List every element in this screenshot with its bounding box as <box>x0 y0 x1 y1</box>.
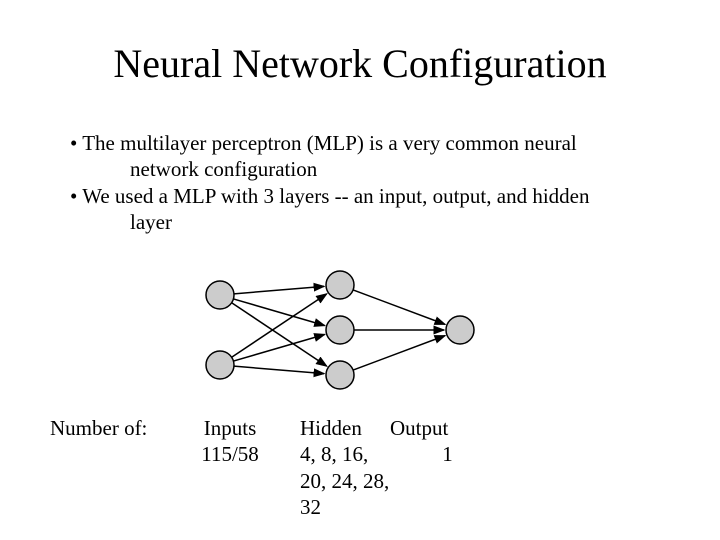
network-diagram <box>190 265 490 395</box>
label-inputs: Inputs 115/58 <box>190 415 270 468</box>
node-hid3 <box>326 361 354 389</box>
bullet-2-line: • We used a MLP with 3 layers -- an inpu… <box>70 183 670 209</box>
node-hid2 <box>326 316 354 344</box>
edge <box>353 336 445 370</box>
node-out1 <box>446 316 474 344</box>
label-hidden-v2: 20, 24, 28, <box>300 468 410 494</box>
label-lead-text: Number of: <box>50 415 180 441</box>
edge <box>353 290 445 324</box>
slide-title: Neural Network Configuration <box>0 40 720 87</box>
bullet-list: • The multilayer perceptron (MLP) is a v… <box>70 130 670 235</box>
bullet-1-cont: network configuration <box>70 156 670 182</box>
bullet-1-line: • The multilayer perceptron (MLP) is a v… <box>70 130 670 156</box>
bullet-2-cont: layer <box>70 209 670 235</box>
edge <box>234 366 324 374</box>
node-in1 <box>206 281 234 309</box>
label-inputs-value: 115/58 <box>190 441 270 467</box>
label-output-value: 1 <box>390 441 480 467</box>
edge <box>234 286 324 294</box>
label-lead: Number of: <box>50 415 180 441</box>
label-inputs-header: Inputs <box>190 415 270 441</box>
node-hid1 <box>326 271 354 299</box>
label-output-header: Output <box>390 415 480 441</box>
label-hidden-v3: 32 <box>300 494 410 520</box>
label-output: Output 1 <box>390 415 480 468</box>
node-in2 <box>206 351 234 379</box>
